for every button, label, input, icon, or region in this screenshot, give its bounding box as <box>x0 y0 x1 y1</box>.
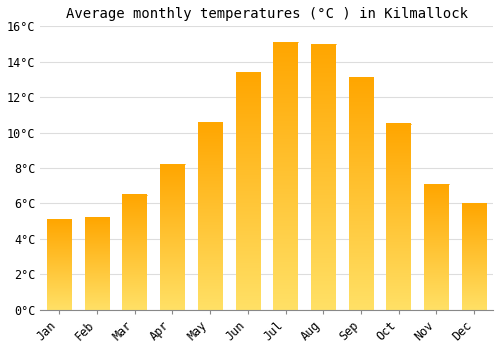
Title: Average monthly temperatures (°C ) in Kilmallock: Average monthly temperatures (°C ) in Ki… <box>66 7 468 21</box>
